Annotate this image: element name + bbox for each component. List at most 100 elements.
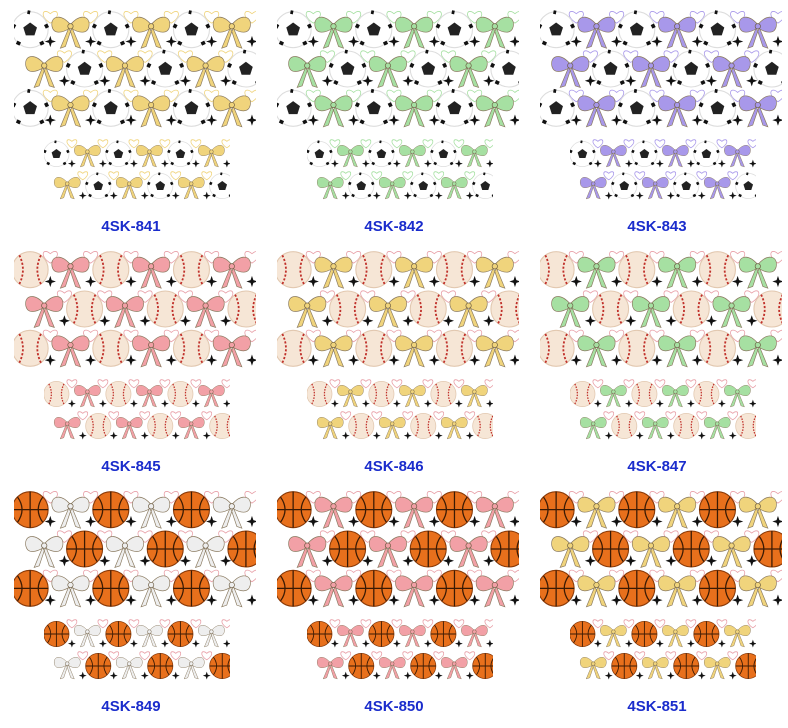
pattern-large[interactable] [11, 10, 274, 128]
heart-icon [582, 50, 598, 63]
basketball-ball-icon [698, 569, 737, 607]
sparkle-icon [611, 354, 623, 366]
baseball-ball-icon [472, 413, 499, 439]
product-card[interactable]: 4SK-847 [526, 240, 788, 480]
bow-icon [631, 536, 670, 569]
sparkle-icon [85, 275, 97, 288]
sparkle-icon [509, 275, 521, 288]
sparkle-icon [125, 354, 137, 366]
sparkle-icon [651, 35, 663, 48]
pattern-large[interactable] [11, 250, 274, 368]
sparkle-icon [748, 639, 757, 648]
heart-icon [108, 411, 120, 421]
bow-icon [580, 177, 607, 200]
basketball-ball-icon [410, 653, 437, 679]
product-card[interactable]: 4SK-851 [526, 480, 788, 720]
sparkle-icon [206, 114, 218, 126]
heart-icon [665, 171, 677, 181]
product-card[interactable]: 4SK-843 [526, 0, 788, 240]
heart-icon [56, 290, 72, 303]
bow-icon [551, 56, 590, 89]
baseball-ball-icon [172, 251, 211, 289]
heart-icon [689, 251, 705, 264]
pattern-small[interactable] [43, 618, 244, 682]
bow-icon [704, 657, 731, 680]
basketball-ball-icon [209, 653, 236, 679]
baseball-ball-icon [410, 413, 437, 439]
product-code: 4SK-843 [627, 218, 687, 235]
pattern-small[interactable] [306, 618, 507, 682]
sparkle-icon [85, 114, 97, 126]
soccer-ball-icon [430, 140, 457, 167]
product-card[interactable]: 4SK-842 [263, 0, 537, 240]
heart-icon [83, 329, 99, 343]
bow-icon [132, 256, 171, 289]
soccer-ball-icon [698, 88, 737, 127]
basketball-ball-icon [537, 491, 575, 529]
sparkle-icon [772, 515, 784, 528]
sparkle-icon [625, 75, 637, 87]
bow-icon [600, 385, 627, 408]
pattern-large[interactable] [274, 10, 537, 128]
heart-icon [730, 569, 746, 583]
soccer-ball-icon [328, 49, 367, 88]
product-card[interactable]: 4SK-841 [0, 0, 274, 240]
sparkle-icon [732, 275, 744, 288]
sparkle-icon [109, 431, 118, 440]
basketball-ball-icon [92, 569, 130, 607]
sparkle-icon [428, 594, 440, 606]
sparkle-icon [469, 35, 481, 48]
sparkle-icon [160, 159, 169, 168]
pattern-small[interactable] [306, 378, 507, 442]
baseball-ball-icon [693, 381, 720, 407]
heart-icon [42, 11, 58, 24]
bow-icon [475, 335, 514, 368]
sparkle-icon [206, 515, 218, 528]
pattern-large[interactable] [537, 10, 788, 128]
heart-icon [433, 651, 445, 661]
pattern-large[interactable] [537, 250, 788, 368]
product-card[interactable]: 4SK-850 [263, 480, 537, 720]
heart-icon [170, 651, 182, 661]
pattern-small[interactable] [43, 138, 244, 202]
soccer-ball-icon [537, 88, 576, 127]
heart-icon [685, 619, 697, 629]
pattern-small[interactable] [306, 138, 507, 202]
product-card[interactable]: 4SK-845 [0, 240, 274, 480]
product-card[interactable]: 4SK-846 [263, 240, 537, 480]
sparkle-icon [246, 114, 258, 126]
wrap-preview-small [43, 378, 244, 442]
pattern-large[interactable] [11, 490, 274, 608]
pattern-large[interactable] [274, 490, 537, 608]
pattern-small[interactable] [569, 138, 770, 202]
pattern-large[interactable] [274, 250, 537, 368]
bow-icon [368, 56, 407, 89]
pattern-large[interactable] [537, 490, 788, 608]
heart-icon [123, 569, 139, 583]
sparkle-icon [469, 515, 481, 528]
sparkle-icon [465, 671, 474, 680]
heart-icon [703, 50, 719, 63]
heart-icon [391, 139, 403, 149]
heart-icon [123, 329, 139, 343]
heart-icon [426, 251, 442, 264]
bow-icon [288, 56, 327, 89]
soccer-ball-icon [693, 140, 720, 167]
baseball-ball-icon [355, 251, 393, 289]
sparkle-icon [651, 515, 663, 528]
bow-icon [379, 177, 406, 200]
sparkle-icon [748, 399, 757, 408]
sparkle-icon [728, 191, 737, 200]
sparkle-icon [165, 354, 177, 366]
bow-icon [475, 16, 514, 49]
bow-icon [395, 496, 434, 529]
bow-icon [25, 56, 64, 89]
bow-icon [658, 95, 697, 128]
bow-icon [314, 95, 353, 128]
pattern-small[interactable] [43, 378, 244, 442]
product-card[interactable]: 4SK-849 [0, 480, 274, 720]
sparkle-icon [423, 399, 432, 408]
pattern-small[interactable] [569, 378, 770, 442]
pattern-small[interactable] [569, 618, 770, 682]
heart-icon [400, 50, 416, 63]
